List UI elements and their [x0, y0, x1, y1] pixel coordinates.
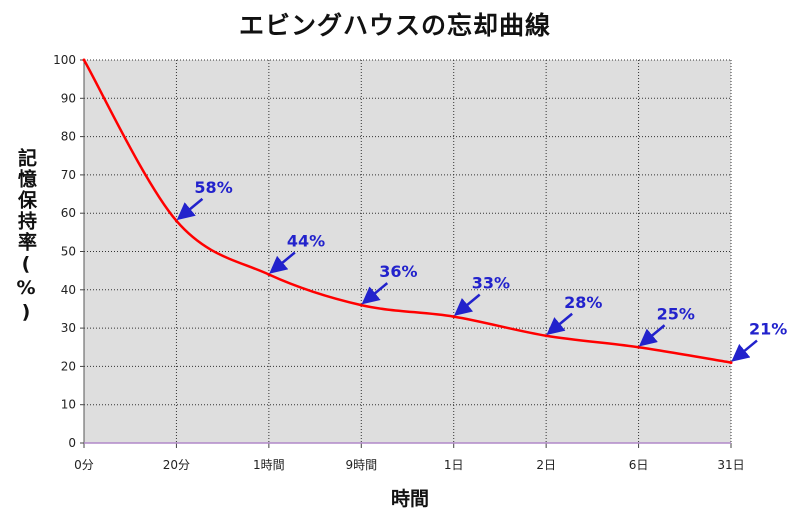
- y-tick-label: 80: [61, 130, 76, 144]
- x-tick-label: 20分: [163, 458, 190, 472]
- x-tick-label: 0分: [74, 458, 94, 472]
- data-label: 21%: [749, 320, 787, 339]
- data-point: [544, 334, 548, 338]
- annotation-arrow: [638, 324, 666, 347]
- y-tick-label: 0: [68, 436, 76, 450]
- y-tick-label: 60: [61, 206, 76, 220]
- annotation-arrow: [454, 293, 481, 316]
- x-tick-label: 2日: [536, 458, 556, 472]
- data-point: [267, 272, 271, 276]
- annotation-arrow: [269, 251, 296, 274]
- data-label: 25%: [657, 304, 695, 323]
- x-tick-label: 9時間: [345, 458, 377, 472]
- data-point: [359, 303, 363, 307]
- annotation-arrow: [731, 339, 758, 362]
- data-point: [452, 315, 456, 319]
- data-label: 33%: [472, 274, 510, 293]
- data-point: [174, 219, 178, 223]
- x-tick-label: 31日: [717, 458, 744, 472]
- series-line: [82, 59, 732, 364]
- y-tick-label: 40: [61, 283, 76, 297]
- x-tick-label: 1時間: [253, 458, 285, 472]
- data-label: 58%: [194, 178, 232, 197]
- chart-title: エビングハウスの忘却曲線: [238, 11, 551, 40]
- data-label: 36%: [379, 262, 417, 281]
- y-tick-label: 90: [61, 91, 76, 105]
- data-point: [82, 58, 86, 62]
- y-tick-label: 10: [61, 398, 76, 412]
- data-point: [729, 361, 733, 365]
- annotation-arrow: [361, 282, 389, 305]
- y-tick-label: 30: [61, 321, 76, 335]
- annotation-arrow: [546, 312, 573, 335]
- y-tick-label: 70: [61, 168, 76, 182]
- x-tick-label: 6日: [629, 458, 649, 472]
- data-point: [637, 345, 641, 349]
- data-label: 44%: [287, 231, 325, 250]
- annotation-arrow: [176, 197, 204, 221]
- y-tick-label: 100: [53, 53, 76, 67]
- y-tick-label: 50: [61, 245, 76, 259]
- x-axis-label: 時間: [390, 488, 429, 510]
- data-label: 28%: [564, 293, 602, 312]
- y-axis-label: 記憶保持率(%): [15, 148, 37, 325]
- plot-area: [84, 60, 731, 443]
- y-tick-label: 20: [61, 359, 76, 373]
- x-tick-label: 1日: [444, 458, 464, 472]
